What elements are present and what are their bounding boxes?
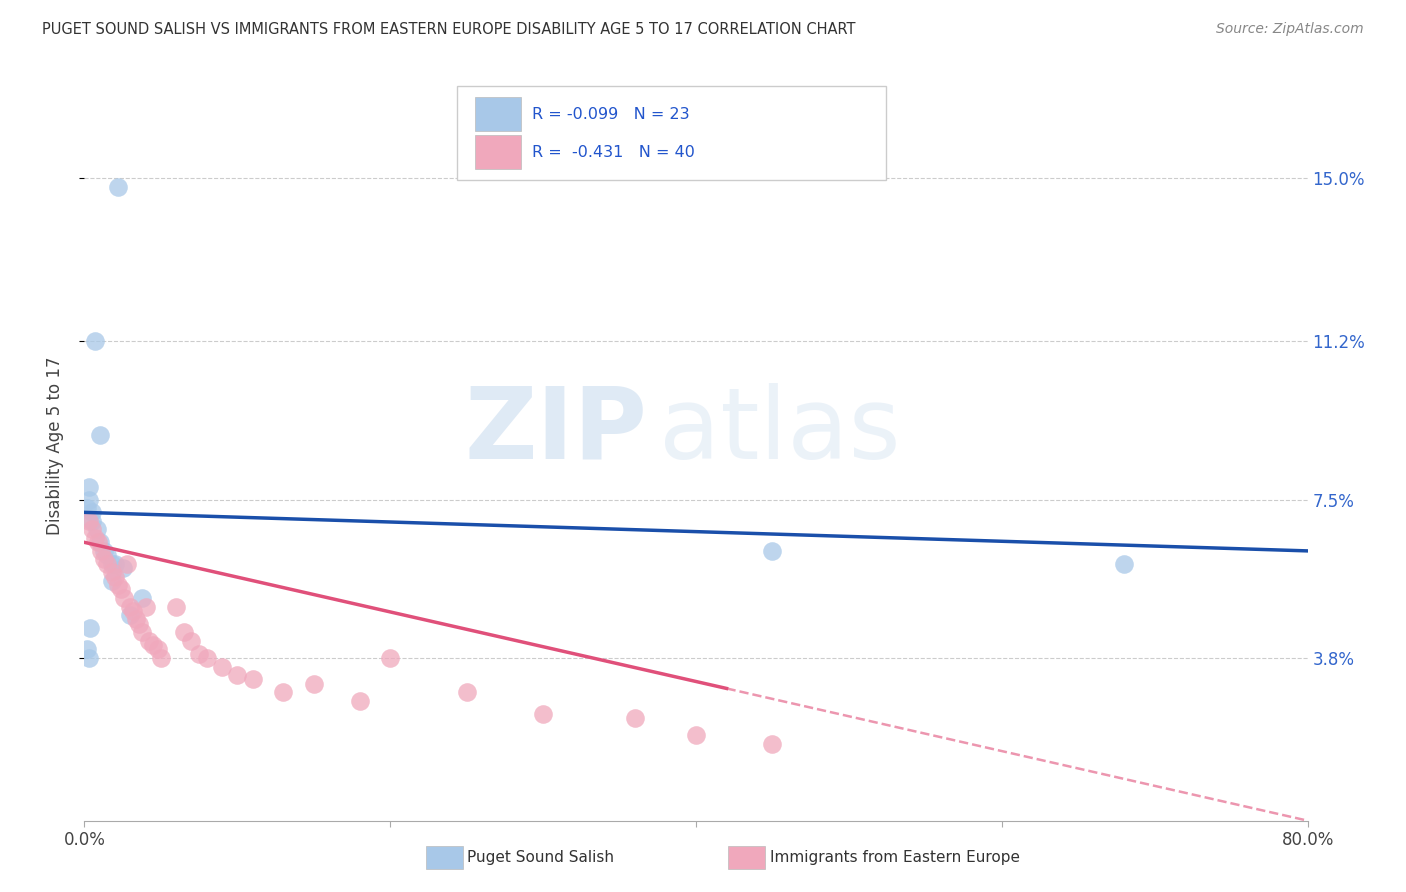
Point	[685, 728, 707, 742]
Point	[761, 737, 783, 751]
Text: R =  -0.431   N = 40: R = -0.431 N = 40	[531, 145, 695, 160]
Point	[87, 535, 110, 549]
Point	[125, 612, 148, 626]
Point	[120, 608, 142, 623]
Point	[112, 591, 135, 605]
Point	[111, 561, 134, 575]
Text: ZIP: ZIP	[464, 383, 647, 480]
Point	[195, 651, 218, 665]
Text: Source: ZipAtlas.com: Source: ZipAtlas.com	[1216, 22, 1364, 37]
Point	[302, 676, 325, 690]
Point	[120, 599, 142, 614]
Point	[131, 625, 153, 640]
Text: PUGET SOUND SALISH VS IMMIGRANTS FROM EASTERN EUROPE DISABILITY AGE 5 TO 17 CORR: PUGET SOUND SALISH VS IMMIGRANTS FROM EA…	[42, 22, 856, 37]
Point	[101, 557, 124, 571]
Point	[80, 523, 103, 537]
Point	[86, 523, 108, 537]
Point	[1114, 557, 1136, 571]
Point	[77, 514, 100, 528]
Text: Immigrants from Eastern Europe: Immigrants from Eastern Europe	[770, 850, 1021, 864]
Point	[122, 604, 145, 618]
Point	[76, 501, 98, 516]
Point	[242, 673, 264, 687]
Point	[93, 552, 115, 566]
Point	[89, 428, 111, 442]
Point	[165, 599, 187, 614]
Point	[211, 659, 233, 673]
Point	[90, 544, 112, 558]
Text: Puget Sound Salish: Puget Sound Salish	[467, 850, 614, 864]
Point	[101, 574, 124, 588]
Point	[80, 514, 103, 528]
Point	[104, 569, 127, 583]
Point	[180, 633, 202, 648]
Point	[84, 334, 107, 348]
Point	[89, 535, 111, 549]
Point	[115, 557, 138, 571]
Point	[173, 625, 195, 640]
Text: atlas: atlas	[659, 383, 901, 480]
Point	[531, 706, 554, 721]
Point	[96, 548, 118, 562]
Point	[77, 492, 100, 507]
Point	[96, 557, 118, 571]
Point	[128, 616, 150, 631]
Point	[80, 505, 103, 519]
FancyBboxPatch shape	[475, 97, 522, 131]
Point	[138, 633, 160, 648]
Point	[380, 651, 402, 665]
Point	[761, 544, 783, 558]
Point	[110, 582, 132, 597]
FancyBboxPatch shape	[475, 135, 522, 169]
Point	[77, 651, 100, 665]
Point	[149, 651, 172, 665]
Text: R = -0.099   N = 23: R = -0.099 N = 23	[531, 107, 690, 121]
Point	[84, 531, 107, 545]
Point	[107, 578, 129, 592]
Point	[624, 711, 647, 725]
Point	[146, 642, 169, 657]
Point	[271, 685, 294, 699]
Y-axis label: Disability Age 5 to 17: Disability Age 5 to 17	[45, 357, 63, 535]
Point	[456, 685, 478, 699]
Point	[226, 668, 249, 682]
Point	[104, 557, 127, 571]
Point	[77, 480, 100, 494]
Point	[135, 599, 157, 614]
Point	[142, 638, 165, 652]
Point	[79, 621, 101, 635]
Point	[188, 647, 211, 661]
Point	[93, 544, 115, 558]
Point	[131, 591, 153, 605]
Point	[76, 642, 98, 657]
Point	[349, 694, 371, 708]
Point	[101, 566, 124, 580]
FancyBboxPatch shape	[457, 87, 886, 180]
Point	[107, 180, 129, 194]
